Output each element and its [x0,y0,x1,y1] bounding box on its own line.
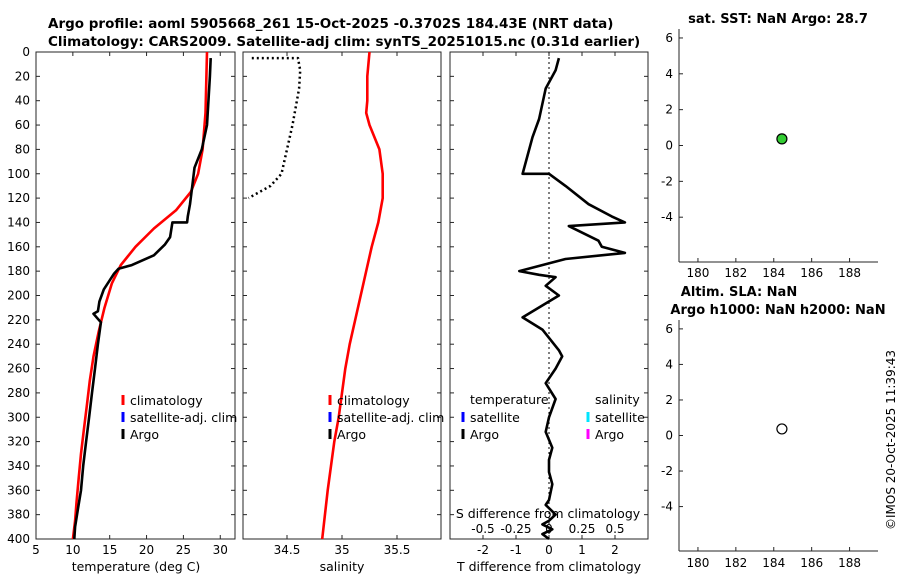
depth-tick-label: 40 [15,94,30,108]
sla-ytick-label: 2 [665,393,673,407]
depth-tick-label: 260 [7,362,30,376]
sla-ytick-label: 6 [665,322,673,336]
sst-ytick-label: 2 [665,103,673,117]
salinity-legend-label: satellite-adj. clim [337,410,444,425]
sst-xtick-label: 184 [762,266,785,280]
depth-tick-label: 380 [7,508,30,522]
depth-tick-label: 160 [7,240,30,254]
legend-salinity-label: Argo [595,427,624,442]
depth-tick-label: 200 [7,289,30,303]
sla-xtick-label: 180 [686,556,709,570]
depth-tick-label: 280 [7,386,30,400]
figure-title-line2: Climatology: CARS2009. Satellite-adj cli… [48,34,640,50]
sst-title: sat. SST: NaN Argo: 28.7 [688,12,868,27]
sla-xtick-label: 184 [762,556,785,570]
salinity-legend-label: Argo [337,427,366,442]
temperature-xtick-label: 10 [65,543,80,557]
temperature-panel: 0 20 40 60 80 100 120 140 160 180 200 220 240 260 280 3… [7,45,237,557]
depth-tick-label: 140 [7,215,30,229]
salinity-diff-tick-label: 0.5 [605,522,624,536]
depth-tick-label: 360 [7,483,30,497]
sla-ytick-label: 4 [665,357,673,371]
salinity-diff-tick-label: -0.5 [471,522,494,536]
salinity-diff-tick-label: 0 [545,522,553,536]
sst-xtick-label: 188 [838,266,861,280]
sst-ytick-label: 0 [665,139,673,153]
depth-tick-label: 220 [7,313,30,327]
depth-tick-label: 20 [15,69,30,83]
difference-panel: -2 -1 0 1 2 -0.5 -0.25 0 0.25 0.5 temperature salin… [449,51,649,557]
depth-tick-label: 240 [7,337,30,351]
sst-point [776,133,788,145]
difference-xtick-label: 0 [545,543,553,557]
salinity-series-climatology [320,51,385,540]
salinity-xtick-label: 34.5 [274,543,301,557]
timestamp: ©IMOS 20-Oct-2025 11:39:43 [884,350,898,530]
salinity-legend-label: climatology [337,393,410,408]
salinity-xtick-label: 35 [334,543,349,557]
depth-tick-label: 180 [7,264,30,278]
difference-series-argo-t-difference [517,57,627,541]
salinity-diff-tick-label: 0.25 [569,522,596,536]
temperature-xlabel: temperature (deg C) [72,559,201,574]
depth-tick-label: 100 [7,167,30,181]
sla-panel: -4 -2 0 2 4 6 180 182 184 186 188 [661,320,878,570]
temperature-xtick-label: 30 [213,543,228,557]
sst-ytick-label: -2 [661,174,673,188]
depth-tick-label: 80 [15,142,30,156]
difference-xtick-label: -1 [510,543,522,557]
sst-xtick-label: 182 [724,266,747,280]
depth-tick-label: 320 [7,435,30,449]
sla-xtick-label: 188 [838,556,861,570]
depth-tick-label: 400 [7,532,30,546]
temperature-xtick-label: 15 [102,543,117,557]
difference-xtick-label: -2 [477,543,489,557]
difference-top-xlabel: S difference from climatology [456,506,641,521]
sst-ytick-label: -4 [661,210,673,224]
sst-xtick-label: 186 [800,266,823,280]
salinity-xlabel: salinity [320,559,365,574]
sst-xtick-label: 180 [686,266,709,280]
temperature-xtick-label: 25 [176,543,191,557]
temperature-legend-label: climatology [130,393,203,408]
sst-ytick-label: 6 [665,31,673,45]
sla-ytick-label: 0 [665,429,673,443]
figure-title-line1: Argo profile: aoml 5905668_261 15-Oct-20… [48,16,613,32]
difference-xtick-label: 2 [611,543,619,557]
temperature-legend-label: satellite-adj. clim [130,410,237,425]
legend-salinity-label: satellite [595,410,645,425]
depth-tick-label: 300 [7,410,30,424]
legend-temperature-title: temperature [470,392,549,407]
salinity-diff-tick-label: -0.25 [500,522,531,536]
sla-title-line1: Altim. SLA: NaN [681,285,797,300]
sla-xtick-label: 182 [724,556,747,570]
legend-temperature-label: satellite [470,410,520,425]
sla-ytick-label: -2 [661,464,673,478]
sla-ytick-label: -4 [661,500,673,514]
difference-xtick-label: 1 [578,543,586,557]
sla-xtick-label: 186 [800,556,823,570]
sla-title-line2: Argo h1000: NaN h2000: NaN [670,303,885,318]
salinity-panel: 34.5 35 35.5 climatology satellite-adj. clim… [242,51,444,557]
salinity-xtick-label: 35.5 [384,543,411,557]
sst-panel: -4 -2 0 2 4 6 180 182 184 186 188 [661,29,878,280]
legend-temperature-label: Argo [470,427,499,442]
sla-point [776,423,788,435]
difference-xlabel: T difference from climatology [456,559,642,574]
depth-tick-label: 340 [7,459,30,473]
depth-tick-label: 0 [22,45,30,59]
sst-ytick-label: 4 [665,67,673,81]
temperature-series-argo [73,58,212,540]
legend-salinity-title: salinity [595,392,640,407]
depth-tick-label: 60 [15,118,30,132]
depth-tick-label: 120 [7,191,30,205]
temperature-series-climatology [71,51,209,540]
temperature-legend-label: Argo [130,427,159,442]
temperature-xtick-label: 5 [32,543,40,557]
temperature-xtick-label: 20 [139,543,154,557]
